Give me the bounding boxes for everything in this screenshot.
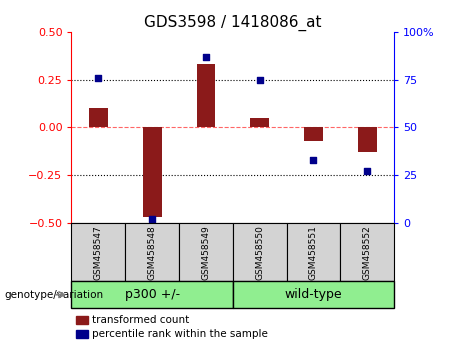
Bar	[179, 223, 233, 281]
Text: GSM458551: GSM458551	[309, 225, 318, 280]
Bar	[304, 127, 323, 141]
Text: wild-type: wild-type	[284, 288, 342, 301]
Point	[148, 216, 156, 222]
Bar	[125, 223, 179, 281]
Bar	[358, 127, 377, 152]
Point	[95, 75, 102, 81]
Text: GSM458549: GSM458549	[201, 225, 210, 280]
Text: GSM458552: GSM458552	[363, 225, 372, 280]
Text: p300 +/-: p300 +/-	[124, 288, 180, 301]
Point	[364, 169, 371, 174]
Point	[310, 157, 317, 163]
Text: percentile rank within the sample: percentile rank within the sample	[92, 329, 268, 339]
Text: transformed count: transformed count	[92, 315, 189, 325]
Bar	[287, 223, 340, 281]
Bar	[233, 281, 394, 308]
Point	[256, 77, 263, 82]
Bar	[233, 223, 287, 281]
Bar	[340, 223, 394, 281]
Point	[202, 54, 210, 59]
Text: GSM458550: GSM458550	[255, 225, 264, 280]
Bar	[143, 127, 161, 217]
Text: genotype/variation: genotype/variation	[5, 290, 104, 300]
Bar	[76, 330, 88, 338]
Bar	[250, 118, 269, 127]
Text: GSM458548: GSM458548	[148, 225, 157, 280]
Bar	[76, 316, 88, 324]
Bar	[71, 223, 125, 281]
Bar	[196, 64, 215, 127]
Bar	[89, 108, 108, 127]
Text: GSM458547: GSM458547	[94, 225, 103, 280]
Bar	[71, 281, 233, 308]
Title: GDS3598 / 1418086_at: GDS3598 / 1418086_at	[144, 14, 322, 30]
